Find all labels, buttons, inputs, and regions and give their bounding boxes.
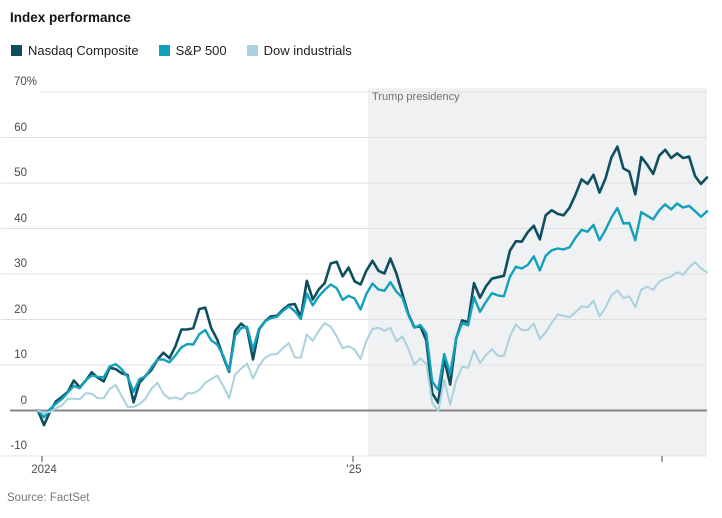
chart-legend: Nasdaq Composite S&P 500 Dow industrials: [11, 43, 352, 58]
y-axis-label: 40: [14, 212, 27, 225]
dow-swatch-icon: [246, 45, 258, 56]
y-axis-label: 70%: [13, 76, 37, 88]
legend-label: S&P 500: [175, 43, 227, 58]
y-axis-label: 0: [20, 394, 27, 407]
sp500-swatch-icon: [158, 45, 170, 56]
legend-label: Dow industrials: [263, 43, 352, 58]
chart-title: Index performance: [10, 10, 131, 25]
y-axis-label: 50: [14, 167, 27, 179]
y-axis-label: 10: [14, 349, 27, 361]
y-axis-label: -10: [10, 440, 27, 452]
legend-item-sp500: S&P 500: [158, 43, 227, 58]
legend-item-dow: Dow industrials: [246, 43, 352, 58]
series-line-s-p-500: [36, 202, 709, 419]
series-line-dow-industrials: [37, 261, 708, 415]
y-axis-label: 30: [14, 258, 27, 270]
trump-presidency-annotation: Trump presidency: [372, 91, 460, 103]
legend-label: Nasdaq Composite: [28, 43, 139, 58]
trump-presidency-shaded-region: [368, 88, 707, 456]
legend-item-nasdaq: Nasdaq Composite: [11, 43, 139, 58]
y-axis-label: 20: [14, 303, 27, 316]
x-axis-label: 2024: [31, 464, 57, 476]
source-note: Source: FactSet: [7, 492, 90, 504]
nasdaq-swatch-icon: [11, 45, 22, 56]
y-axis-label: 60: [14, 121, 27, 134]
x-axis-label: '25: [346, 464, 362, 476]
